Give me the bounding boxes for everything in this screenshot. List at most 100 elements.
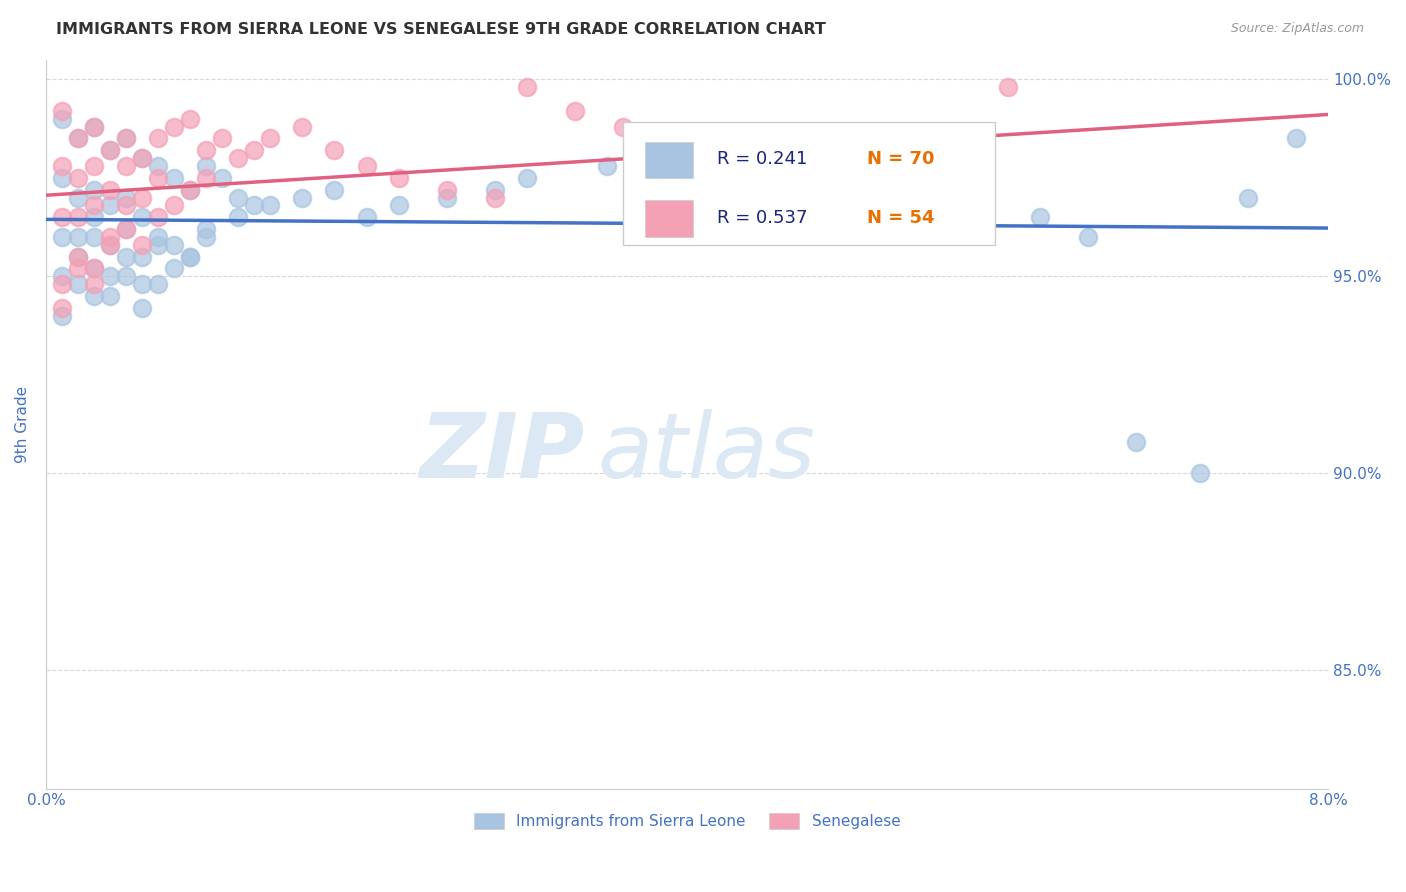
Point bbox=[436, 190, 458, 204]
Point bbox=[83, 183, 105, 197]
Point bbox=[115, 131, 138, 145]
Point bbox=[98, 143, 121, 157]
Text: N = 70: N = 70 bbox=[866, 151, 934, 169]
Point bbox=[83, 211, 105, 225]
Point bbox=[98, 230, 121, 244]
Point bbox=[226, 151, 249, 165]
Point bbox=[115, 222, 138, 236]
Point bbox=[243, 198, 266, 212]
Point bbox=[868, 159, 890, 173]
Point bbox=[804, 190, 827, 204]
Point bbox=[163, 120, 186, 134]
Point bbox=[51, 159, 73, 173]
Point bbox=[131, 250, 153, 264]
Point bbox=[163, 198, 186, 212]
Point bbox=[98, 198, 121, 212]
Point bbox=[83, 289, 105, 303]
Point bbox=[917, 143, 939, 157]
Point bbox=[51, 112, 73, 126]
Point bbox=[83, 198, 105, 212]
Point bbox=[211, 131, 233, 145]
Point bbox=[1028, 211, 1050, 225]
Point bbox=[259, 198, 281, 212]
Point bbox=[356, 159, 378, 173]
Point bbox=[291, 120, 314, 134]
Point bbox=[356, 211, 378, 225]
Point bbox=[146, 131, 169, 145]
Point bbox=[179, 183, 201, 197]
Point bbox=[66, 230, 89, 244]
Point bbox=[66, 190, 89, 204]
Point bbox=[243, 143, 266, 157]
Point bbox=[146, 170, 169, 185]
Point bbox=[115, 131, 138, 145]
Text: atlas: atlas bbox=[598, 409, 815, 497]
Point bbox=[66, 170, 89, 185]
Point bbox=[131, 151, 153, 165]
Point bbox=[98, 143, 121, 157]
Point bbox=[51, 230, 73, 244]
Point bbox=[484, 183, 506, 197]
Text: R = 0.241: R = 0.241 bbox=[717, 151, 807, 169]
Point bbox=[131, 277, 153, 292]
Point bbox=[868, 198, 890, 212]
Y-axis label: 9th Grade: 9th Grade bbox=[15, 385, 30, 463]
Point bbox=[83, 277, 105, 292]
Point bbox=[83, 261, 105, 276]
Point bbox=[195, 170, 218, 185]
Point bbox=[932, 211, 955, 225]
Point bbox=[179, 112, 201, 126]
Point bbox=[98, 183, 121, 197]
Point bbox=[146, 211, 169, 225]
Point bbox=[564, 103, 586, 118]
Point bbox=[51, 277, 73, 292]
Point bbox=[146, 277, 169, 292]
Point bbox=[195, 222, 218, 236]
Point bbox=[259, 131, 281, 145]
Point bbox=[1285, 131, 1308, 145]
Point bbox=[131, 301, 153, 315]
Point bbox=[115, 159, 138, 173]
Point bbox=[1077, 230, 1099, 244]
Text: R = 0.537: R = 0.537 bbox=[717, 209, 807, 227]
Legend: Immigrants from Sierra Leone, Senegalese: Immigrants from Sierra Leone, Senegalese bbox=[468, 807, 907, 836]
Point bbox=[83, 120, 105, 134]
Point bbox=[226, 190, 249, 204]
Point bbox=[98, 269, 121, 284]
Point bbox=[51, 301, 73, 315]
Point bbox=[66, 131, 89, 145]
Point bbox=[1125, 434, 1147, 449]
Point bbox=[66, 250, 89, 264]
Point bbox=[131, 151, 153, 165]
Point bbox=[115, 250, 138, 264]
Point bbox=[211, 170, 233, 185]
Point bbox=[291, 190, 314, 204]
Point bbox=[195, 230, 218, 244]
Point bbox=[516, 170, 538, 185]
Text: IMMIGRANTS FROM SIERRA LEONE VS SENEGALESE 9TH GRADE CORRELATION CHART: IMMIGRANTS FROM SIERRA LEONE VS SENEGALE… bbox=[56, 22, 827, 37]
Point bbox=[83, 159, 105, 173]
Point bbox=[66, 277, 89, 292]
Point bbox=[83, 120, 105, 134]
Point bbox=[676, 143, 699, 157]
Point bbox=[66, 250, 89, 264]
Point bbox=[323, 183, 346, 197]
Point bbox=[163, 261, 186, 276]
FancyBboxPatch shape bbox=[645, 142, 693, 178]
Point bbox=[51, 309, 73, 323]
Point bbox=[707, 190, 730, 204]
Point bbox=[66, 131, 89, 145]
Point bbox=[1237, 190, 1260, 204]
Point bbox=[323, 143, 346, 157]
Point bbox=[740, 159, 762, 173]
Point bbox=[51, 269, 73, 284]
Point bbox=[484, 190, 506, 204]
Point bbox=[997, 80, 1019, 95]
Point bbox=[596, 159, 619, 173]
Point bbox=[146, 230, 169, 244]
Point bbox=[163, 237, 186, 252]
Point bbox=[387, 198, 409, 212]
Point bbox=[66, 261, 89, 276]
Point bbox=[115, 198, 138, 212]
Point bbox=[131, 211, 153, 225]
